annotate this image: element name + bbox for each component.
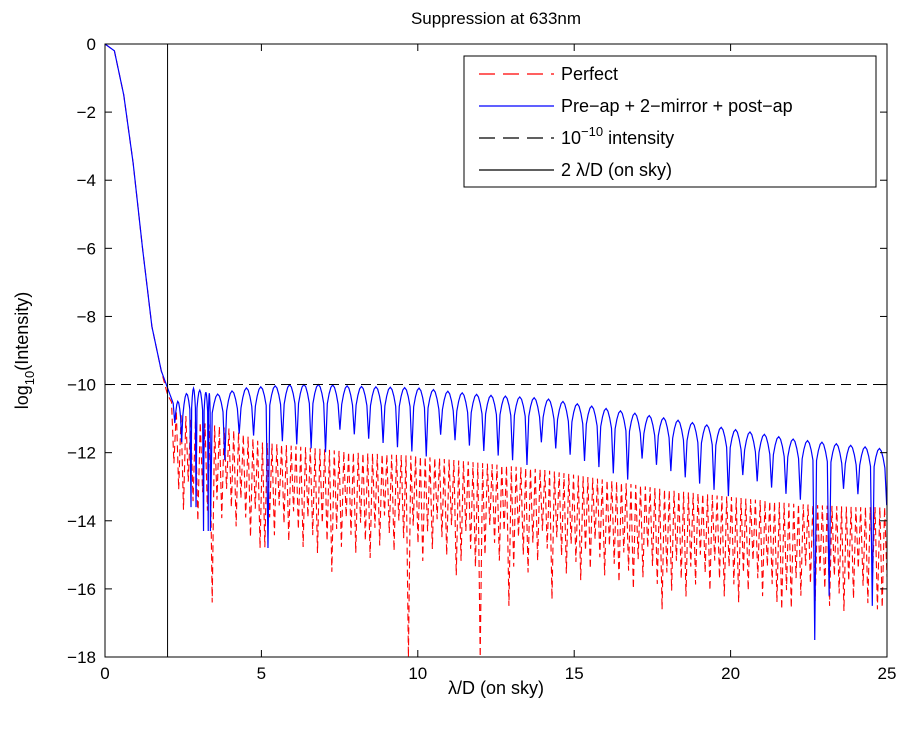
x-tick-label: 25 — [878, 664, 897, 683]
y-tick-label: −16 — [67, 580, 96, 599]
x-tick-label: 15 — [565, 664, 584, 683]
legend-threshold-base: 10 — [561, 128, 581, 148]
y-tick-label: −6 — [77, 239, 96, 258]
legend-entry-perfect-label: Perfect — [561, 64, 618, 84]
x-tick-label: 20 — [721, 664, 740, 683]
legend-threshold-exponent: −10 — [581, 124, 603, 139]
x-axis-label: λ/D (on sky) — [448, 678, 544, 698]
y-axis-label-subscript: 10 — [22, 371, 37, 385]
plot-frame — [104, 43, 888, 658]
y-tick-label: −14 — [67, 512, 96, 531]
y-tick-label: −2 — [77, 103, 96, 122]
y-tick-label: −12 — [67, 444, 96, 463]
legend-entry-pre-ap-label: Pre−ap + 2−mirror + post−ap — [561, 96, 793, 116]
reference-lines-layer — [105, 44, 887, 657]
x-tick-label: 5 — [257, 664, 266, 683]
axis-ticks: 0 5 10 15 20 25 0 −2 −4 −6 −8 −10 −12 −14 −16 −18 — [67, 35, 896, 683]
y-tick-label: 0 — [87, 35, 96, 54]
legend: Perfect Pre−ap + 2−mirror + post−ap 10−10 … — [463, 55, 877, 188]
legend-entry-two-lambda-d-label: 2 λ/D (on sky) — [561, 160, 672, 180]
legend-threshold-rest: intensity — [603, 128, 674, 148]
chart-title: Suppression at 633nm — [411, 9, 581, 28]
y-axis-label-rest: (Intensity) — [12, 292, 32, 371]
legend-entry-threshold-label: 10−10 intensity — [561, 124, 674, 148]
y-tick-label: −18 — [67, 648, 96, 667]
x-tick-label: 0 — [100, 664, 109, 683]
y-tick-label: −8 — [77, 307, 96, 326]
y-axis-label: log10(Intensity) — [12, 292, 37, 410]
y-tick-label: −4 — [77, 171, 96, 190]
curves-layer — [104, 43, 888, 658]
series-pre-ap-line — [104, 43, 888, 640]
y-axis-label-main: log — [12, 385, 32, 409]
y-tick-label: −10 — [67, 376, 96, 395]
legend-box — [463, 55, 877, 188]
x-tick-label: 10 — [408, 664, 427, 683]
